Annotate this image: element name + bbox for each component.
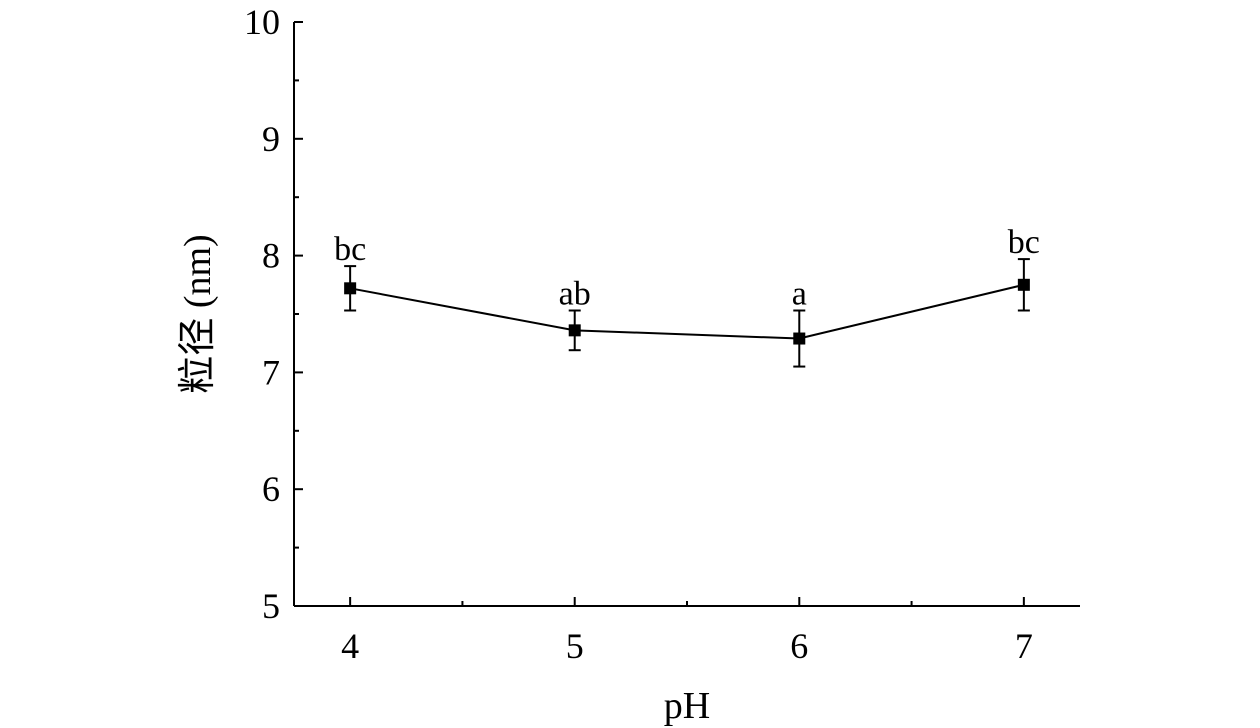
significance-label: bc xyxy=(1008,224,1040,261)
y-tick-label: 6 xyxy=(262,469,280,509)
data-series: bc ab a bc xyxy=(334,224,1040,368)
significance-label: ab xyxy=(559,275,591,312)
y-tick-label: 5 xyxy=(262,586,280,626)
x-tick-label: 6 xyxy=(790,626,808,666)
y-axis-label: 粒径 (nm) xyxy=(177,234,219,393)
series-line xyxy=(349,283,1025,340)
data-point xyxy=(568,324,581,337)
y-tick-label: 8 xyxy=(262,236,280,276)
x-tick-label: 7 xyxy=(1015,626,1033,666)
x-tick-label: 5 xyxy=(566,626,584,666)
x-axis-label: pH xyxy=(664,685,710,727)
significance-label: a xyxy=(792,275,807,312)
data-point xyxy=(344,282,357,295)
y-tick-label: 10 xyxy=(244,2,280,42)
significance-label: bc xyxy=(334,231,366,268)
ticks: 5 6 7 8 9 10 4 5 6 7 xyxy=(244,2,1033,666)
data-point xyxy=(1017,278,1030,291)
axes xyxy=(293,22,1080,607)
data-point xyxy=(793,332,806,345)
y-tick-label: 7 xyxy=(262,352,280,392)
y-tick-label: 9 xyxy=(262,119,280,159)
x-tick-label: 4 xyxy=(341,626,359,666)
